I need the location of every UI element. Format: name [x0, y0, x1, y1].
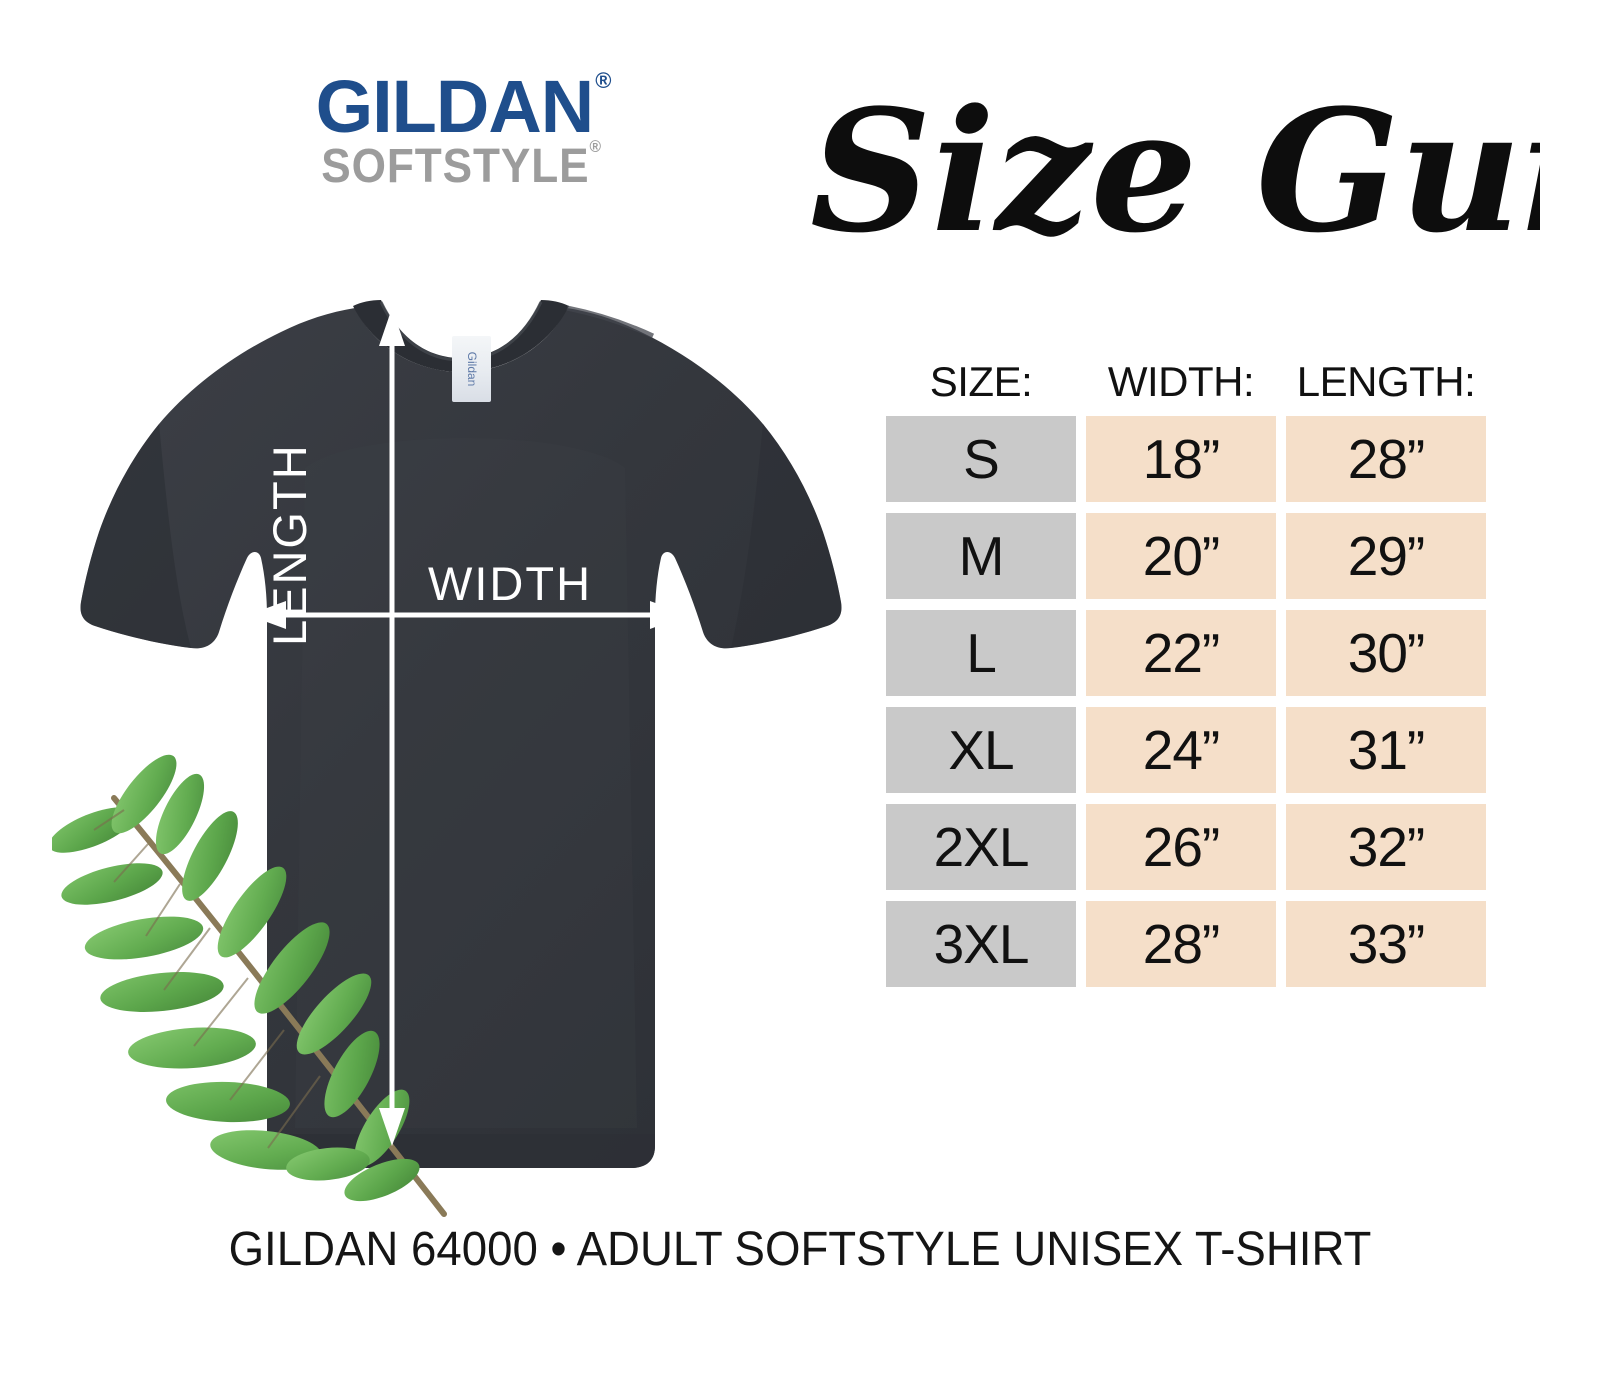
table-row: L 22” 30”	[886, 610, 1486, 696]
page-title-text: Size Guide	[810, 72, 1540, 270]
table-row: 2XL 26” 32”	[886, 804, 1486, 890]
cell-length: 29”	[1286, 513, 1486, 599]
cell-width: 22”	[1086, 610, 1276, 696]
table-row: M 20” 29”	[886, 513, 1486, 599]
cell-length: 28”	[1286, 416, 1486, 502]
column-header-length: LENGTH:	[1296, 358, 1476, 405]
cell-width: 24”	[1086, 707, 1276, 793]
leaflet-group-left	[52, 754, 322, 1170]
size-table-header-row: SIZE: WIDTH: LENGTH:	[886, 358, 1486, 406]
brand-line-text: SOFTSTYLE	[321, 140, 590, 194]
gildan-neck-label: Gildan	[452, 336, 491, 402]
cell-gap-2	[1276, 416, 1286, 502]
neck-label-text: Gildan	[464, 351, 479, 387]
tshirt-right-sleeve-shadow	[731, 424, 842, 648]
cell-size: 3XL	[886, 901, 1076, 987]
tshirt-body-shape	[80, 308, 842, 1168]
cell-gap-2	[1276, 513, 1286, 599]
registered-trademark-icon-2: ®	[589, 137, 603, 157]
gildan-brand-logo: GILDAN® SOFTSTYLE®	[262, 70, 662, 194]
cell-gap-1	[1076, 610, 1086, 696]
column-header-width: WIDTH:	[1107, 358, 1255, 405]
tshirt-back-collar	[566, 305, 655, 339]
tshirt-collar	[353, 300, 569, 372]
brand-name-text: GILDAN	[315, 65, 595, 148]
cell-size: 2XL	[886, 804, 1076, 890]
cell-length: 30”	[1286, 610, 1486, 696]
page-title: Size Guide	[800, 38, 1540, 288]
column-header-size: SIZE:	[929, 358, 1033, 405]
table-row: 3XL 28” 33”	[886, 901, 1486, 987]
table-row: XL 24” 31”	[886, 707, 1486, 793]
cell-gap-1	[1076, 707, 1086, 793]
cell-width: 28”	[1086, 901, 1276, 987]
header-gap-1	[1076, 358, 1086, 406]
cell-size: S	[886, 416, 1076, 502]
cell-size: L	[886, 610, 1076, 696]
cell-length: 33”	[1286, 901, 1486, 987]
brand-line: SOFTSTYLE®	[321, 138, 603, 194]
leaflet-veins	[93, 809, 321, 1149]
leaf-sprig-decoration	[52, 752, 512, 1222]
tshirt-left-sleeve-shadow	[80, 424, 191, 648]
tshirt-illustration	[55, 288, 865, 1188]
cell-gap-1	[1076, 804, 1086, 890]
brand-name: GILDAN®	[316, 70, 612, 144]
cell-gap-1	[1076, 416, 1086, 502]
cell-width: 26”	[1086, 804, 1276, 890]
product-caption: GILDAN 64000 • ADULT SOFTSTYLE UNISEX T-…	[228, 1223, 1372, 1276]
registered-trademark-icon: ®	[595, 68, 611, 94]
cell-width: 18”	[1086, 416, 1276, 502]
cell-length: 32”	[1286, 804, 1486, 890]
cell-gap-2	[1276, 610, 1286, 696]
cell-gap-1	[1076, 513, 1086, 599]
cell-size: M	[886, 513, 1076, 599]
cell-width: 20”	[1086, 513, 1276, 599]
size-table: SIZE: WIDTH: LENGTH: S 18” 28” M 20” 29”…	[886, 358, 1486, 998]
cell-gap-2	[1276, 804, 1286, 890]
cell-size: XL	[886, 707, 1076, 793]
cell-length: 31”	[1286, 707, 1486, 793]
cell-gap-1	[1076, 901, 1086, 987]
header-gap-2	[1276, 358, 1286, 406]
tshirt-torso-highlight	[295, 438, 637, 1128]
cell-gap-2	[1276, 901, 1286, 987]
cell-gap-2	[1276, 707, 1286, 793]
table-row: S 18” 28”	[886, 416, 1486, 502]
